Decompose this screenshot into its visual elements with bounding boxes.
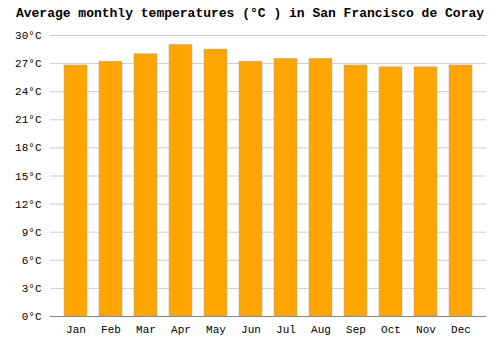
svg-text:Aug: Aug [311, 324, 331, 336]
svg-text:Apr: Apr [171, 324, 191, 336]
svg-text:May: May [206, 324, 226, 336]
svg-text:21°C: 21°C [15, 114, 42, 126]
html-text:Average monthly temperatures (: Average monthly temperatures (°C ) in Sa… [16, 6, 484, 21]
svg-text:24°C: 24°C [15, 86, 42, 98]
svg-text:Jan: Jan [66, 324, 86, 336]
svg-text:12°C: 12°C [15, 199, 42, 211]
svg-text:30°C: 30°C [15, 30, 42, 42]
svg-text:Dec: Dec [451, 324, 471, 336]
svg-text:Feb: Feb [101, 324, 121, 336]
svg-text:18°C: 18°C [15, 142, 42, 154]
svg-text:Sep: Sep [346, 324, 366, 336]
svg-text:0°C: 0°C [22, 311, 42, 323]
svg-text:15°C: 15°C [15, 171, 42, 183]
svg-text:Nov: Nov [416, 324, 436, 336]
svg-text:Mar: Mar [136, 324, 156, 336]
svg-text:Jul: Jul [276, 324, 296, 336]
svg-text:9°C: 9°C [22, 227, 42, 239]
svg-text:27°C: 27°C [15, 58, 42, 70]
svg-text:Jun: Jun [241, 324, 261, 336]
svg-text:6°C: 6°C [22, 255, 42, 267]
svg-text:3°C: 3°C [22, 283, 42, 295]
svg-text:Oct: Oct [381, 324, 401, 336]
